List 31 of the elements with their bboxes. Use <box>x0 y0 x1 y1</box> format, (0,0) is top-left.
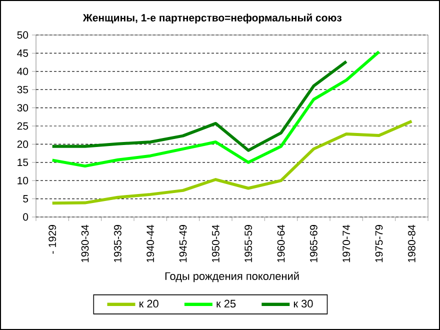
x-tick-label: 1960-64 <box>277 224 285 262</box>
x-tick-label: 1975-79 <box>375 225 383 262</box>
y-tick-label: 15 <box>18 158 28 166</box>
x-tick-label: 1970-74 <box>342 224 350 262</box>
x-tick-label: 1955-59 <box>244 225 252 262</box>
x-tick-label: 1950-54 <box>212 224 220 262</box>
y-tick-label: 40 <box>17 68 28 76</box>
y-tick-label: 10 <box>18 176 28 184</box>
y-tick-label: 20 <box>17 140 28 148</box>
y-tick-label: 50 <box>17 31 28 39</box>
y-tick-label: 35 <box>17 86 28 94</box>
legend-label: к 25 <box>216 300 236 308</box>
chart-title: Женщины, 1-е партнерство=неформальный союз <box>82 14 342 24</box>
y-tick-label: 0 <box>23 213 28 221</box>
x-tick-label: 1965-69 <box>310 225 318 262</box>
x-tick-label: 1935-39 <box>114 225 122 262</box>
line-series <box>50 120 414 205</box>
x-tick-label: - 1929 <box>48 225 56 254</box>
x-axis-title: Годы рождения поколений <box>165 272 299 282</box>
x-tick-label: 1930-34 <box>81 224 89 262</box>
legend-label: к 20 <box>140 300 158 308</box>
line-series <box>50 60 348 152</box>
y-tick-label: 5 <box>23 195 28 202</box>
legend-label: к 30 <box>294 300 313 308</box>
line-series <box>50 50 381 168</box>
x-tick-label: 1945-49 <box>179 225 187 262</box>
x-tick-label: 1980-84 <box>408 224 416 262</box>
x-tick-label: 1940-44 <box>146 224 154 262</box>
y-tick-label: 25 <box>17 122 28 130</box>
y-tick-label: 45 <box>17 50 28 57</box>
y-tick-label: 30 <box>17 104 28 112</box>
